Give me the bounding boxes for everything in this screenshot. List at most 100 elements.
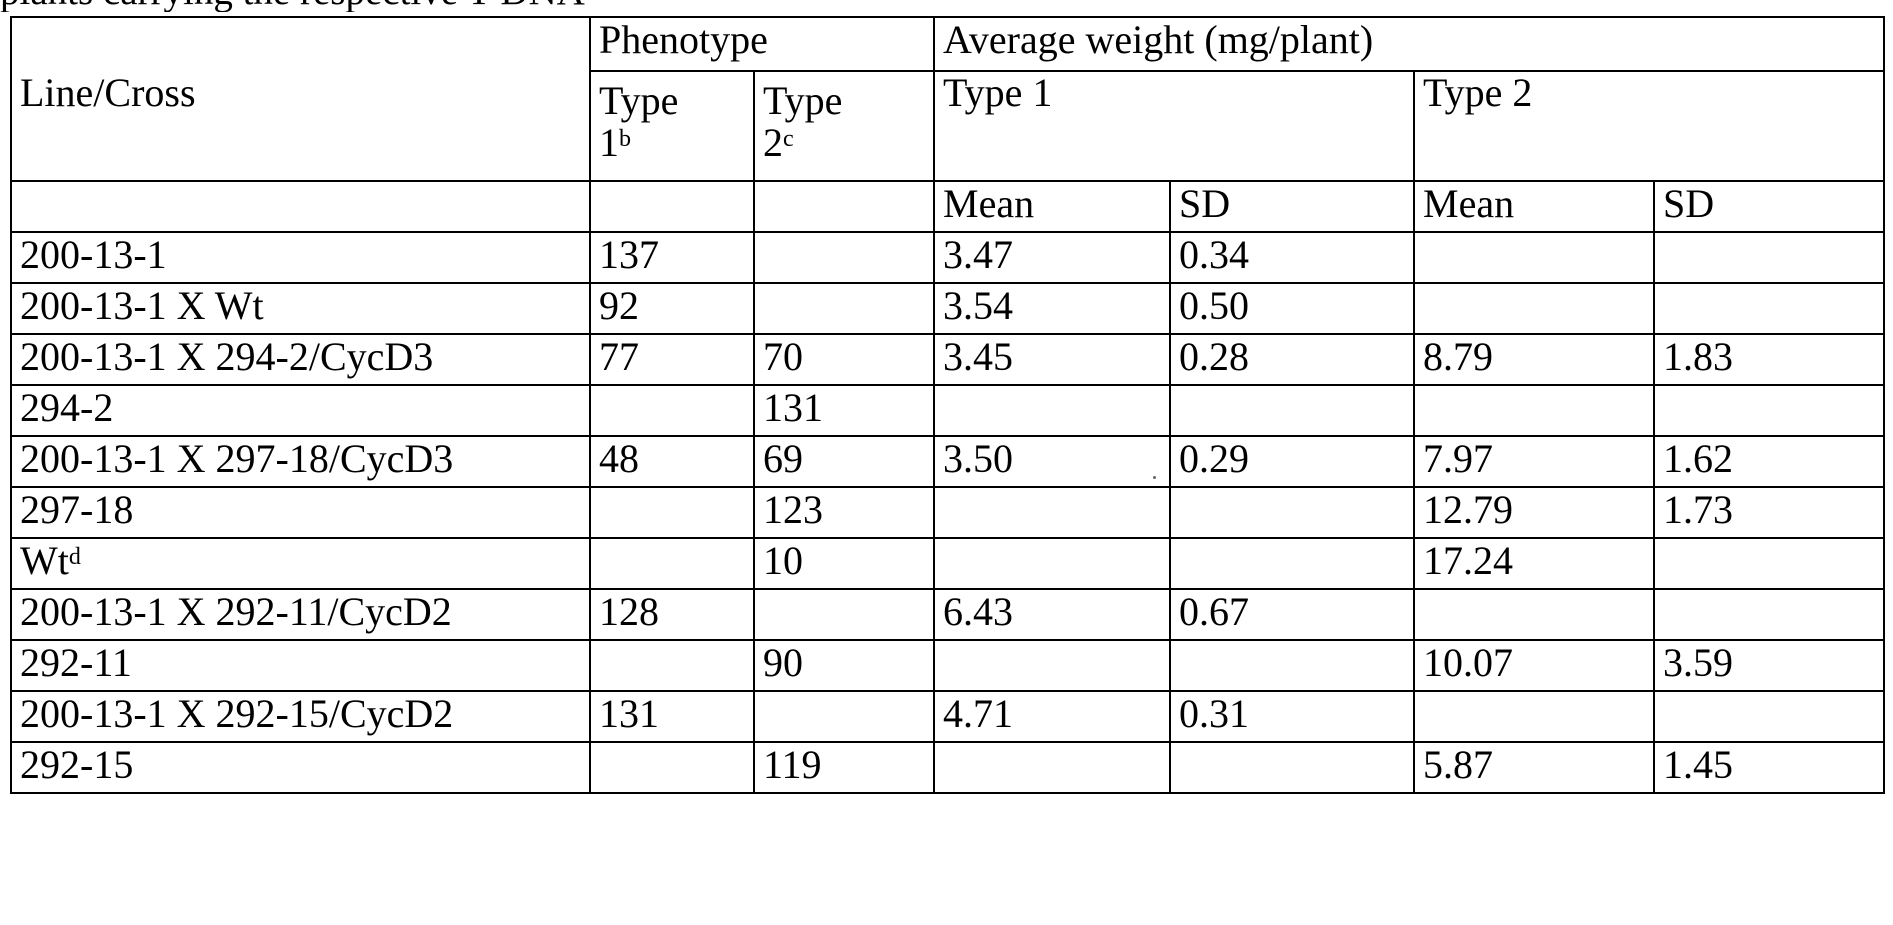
header-row-3: Mean SD Mean SD — [11, 181, 1884, 232]
table-row: 200-13-1 X Wt92 3.540.50 — [11, 283, 1884, 334]
header-blank — [11, 181, 590, 232]
cell-phenotype-type2 — [754, 283, 934, 334]
cell-phenotype-type2: 131 — [754, 385, 934, 436]
cell-type1-mean — [934, 742, 1170, 793]
table-row: 292-11 90 10.073.59 — [11, 640, 1884, 691]
cell-type1-sd — [1170, 538, 1414, 589]
cell-phenotype-type2: 119 — [754, 742, 934, 793]
cell-type2-sd — [1654, 538, 1884, 589]
cell-line-cross: 292-11 — [11, 640, 590, 691]
caption-fragment: plants carrying the respective T-DNA — [0, 0, 760, 12]
cell-type1-sd: 0.67 — [1170, 589, 1414, 640]
table-row: 200-13-1 X 297-18/CycD348693.500.297.971… — [11, 436, 1884, 487]
cell-type1-sd: 0.50 — [1170, 283, 1414, 334]
cell-type2-mean — [1414, 589, 1654, 640]
header-sd-type1: SD — [1170, 181, 1414, 232]
header-phenotype: Phenotype — [590, 17, 934, 71]
cell-line-cross: 200-13-1 X 292-11/CycD2 — [11, 589, 590, 640]
cell-phenotype-type2 — [754, 232, 934, 283]
cell-phenotype-type2: 10 — [754, 538, 934, 589]
cell-type2-mean — [1414, 283, 1654, 334]
cell-type2-mean: 7.97 — [1414, 436, 1654, 487]
cell-phenotype-type2: 123 — [754, 487, 934, 538]
cell-type2-sd: 1.62 — [1654, 436, 1884, 487]
cell-type2-mean: 8.79 — [1414, 334, 1654, 385]
cell-line-cross: 200-13-1 X 297-18/CycD3 — [11, 436, 590, 487]
cell-phenotype-type1: 48 — [590, 436, 754, 487]
cell-type1-sd — [1170, 640, 1414, 691]
cell-type1-mean: 3.50 — [934, 436, 1170, 487]
cell-phenotype-type1: 77 — [590, 334, 754, 385]
header-mean-type2: Mean — [1414, 181, 1654, 232]
cell-type2-mean: 12.79 — [1414, 487, 1654, 538]
cell-phenotype-type1 — [590, 640, 754, 691]
cell-type2-mean: 5.87 — [1414, 742, 1654, 793]
cell-type2-sd — [1654, 691, 1884, 742]
header-weight-type2: Type 2 — [1414, 71, 1884, 181]
cell-type1-mean: 6.43 — [934, 589, 1170, 640]
header-line-cross: Line/Cross — [11, 17, 590, 181]
cell-type2-mean: 10.07 — [1414, 640, 1654, 691]
cell-phenotype-type1: 131 — [590, 691, 754, 742]
cell-type2-mean — [1414, 232, 1654, 283]
cell-phenotype-type1: 128 — [590, 589, 754, 640]
header-weight-type1: Type 1 — [934, 71, 1414, 181]
cell-line-cross: 200-13-1 X 294-2/CycD3 — [11, 334, 590, 385]
cell-type1-mean — [934, 487, 1170, 538]
cell-type1-mean: 3.47 — [934, 232, 1170, 283]
cell-type2-sd — [1654, 283, 1884, 334]
header-row-1: Line/Cross Phenotype Average weight (mg/… — [11, 17, 1884, 71]
header-mean-type1: Mean — [934, 181, 1170, 232]
header-average-weight: Average weight (mg/plant) — [934, 17, 1884, 71]
data-table: Line/Cross Phenotype Average weight (mg/… — [10, 16, 1885, 794]
table-row: 200-13-11373.470.34 — [11, 232, 1884, 283]
table-row: 292-15 119 5.871.45 — [11, 742, 1884, 793]
cell-phenotype-type2: 90 — [754, 640, 934, 691]
header-phenotype-type2: Type2c — [754, 71, 934, 181]
cell-phenotype-type2: 70 — [754, 334, 934, 385]
table-row: 200-13-1 X 292-11/CycD2128 6.430.67 — [11, 589, 1884, 640]
speck-dot — [1153, 476, 1156, 479]
cell-type1-sd: 0.29 — [1170, 436, 1414, 487]
cell-phenotype-type1 — [590, 385, 754, 436]
cell-type1-mean — [934, 385, 1170, 436]
cell-phenotype-type1 — [590, 487, 754, 538]
cell-line-cross: 200-13-1 X 292-15/CycD2 — [11, 691, 590, 742]
cell-type1-sd: 0.31 — [1170, 691, 1414, 742]
cell-type1-sd: 0.28 — [1170, 334, 1414, 385]
cell-type2-sd: 3.59 — [1654, 640, 1884, 691]
cell-type1-sd — [1170, 487, 1414, 538]
cell-phenotype-type1 — [590, 742, 754, 793]
cell-type2-mean — [1414, 691, 1654, 742]
cell-line-cross: 297-18 — [11, 487, 590, 538]
cell-type2-sd — [1654, 385, 1884, 436]
cell-line-cross: 200-13-1 X Wt — [11, 283, 590, 334]
header-blank — [590, 181, 754, 232]
cell-line-cross: 292-15 — [11, 742, 590, 793]
cell-type2-sd — [1654, 232, 1884, 283]
cell-phenotype-type1: 137 — [590, 232, 754, 283]
cell-type2-sd — [1654, 589, 1884, 640]
cell-phenotype-type1 — [590, 538, 754, 589]
cell-phenotype-type1: 92 — [590, 283, 754, 334]
cell-type1-sd — [1170, 385, 1414, 436]
table-row: 294-2 131 — [11, 385, 1884, 436]
cell-type2-mean: 17.24 — [1414, 538, 1654, 589]
cell-phenotype-type2 — [754, 691, 934, 742]
table-row: 200-13-1 X 292-15/CycD2131 4.710.31 — [11, 691, 1884, 742]
cell-type1-mean — [934, 640, 1170, 691]
cell-type1-mean: 3.45 — [934, 334, 1170, 385]
header-sd-type2: SD — [1654, 181, 1884, 232]
cell-type1-mean: 3.54 — [934, 283, 1170, 334]
cell-line-cross: 200-13-1 — [11, 232, 590, 283]
cell-line-cross: 294-2 — [11, 385, 590, 436]
table-row: 297-1812312.791.73 — [11, 487, 1884, 538]
cell-type2-mean — [1414, 385, 1654, 436]
cell-type1-mean: 4.71 — [934, 691, 1170, 742]
table-row: 200-13-1 X 294-2/CycD377703.450.288.791.… — [11, 334, 1884, 385]
cell-type2-sd: 1.45 — [1654, 742, 1884, 793]
cell-type2-sd: 1.83 — [1654, 334, 1884, 385]
cell-phenotype-type2 — [754, 589, 934, 640]
table-row: Wtd1017.24 — [11, 538, 1884, 589]
header-phenotype-type1: Type1b — [590, 71, 754, 181]
